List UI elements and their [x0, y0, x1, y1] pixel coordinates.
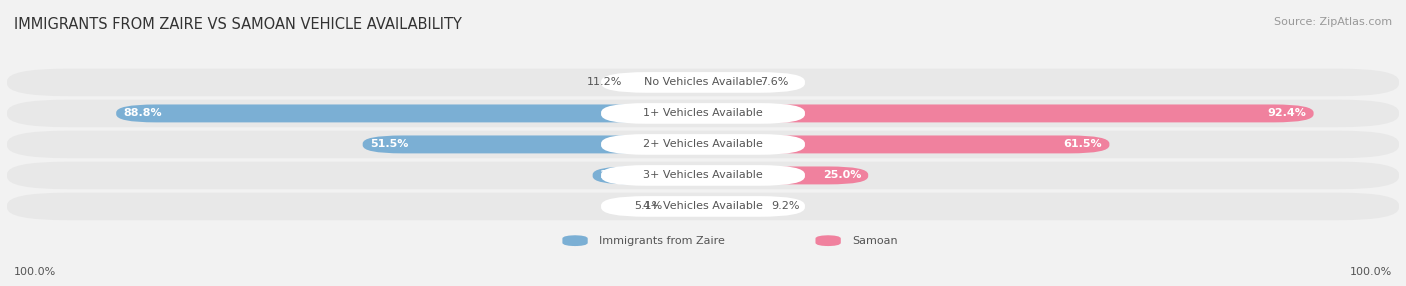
Text: Source: ZipAtlas.com: Source: ZipAtlas.com [1274, 17, 1392, 27]
FancyBboxPatch shape [628, 74, 703, 92]
Text: 16.7%: 16.7% [600, 170, 638, 180]
Text: 100.0%: 100.0% [1350, 267, 1392, 277]
Text: 61.5%: 61.5% [1064, 140, 1102, 149]
FancyBboxPatch shape [602, 72, 806, 93]
Text: 9.2%: 9.2% [770, 201, 800, 211]
Text: 11.2%: 11.2% [586, 78, 621, 88]
Text: Immigrants from Zaire: Immigrants from Zaire [599, 236, 725, 246]
FancyBboxPatch shape [703, 197, 763, 215]
Text: 25.0%: 25.0% [823, 170, 860, 180]
Text: Samoan: Samoan [852, 236, 897, 246]
Text: 100.0%: 100.0% [14, 267, 56, 277]
FancyBboxPatch shape [815, 235, 841, 246]
FancyBboxPatch shape [7, 162, 1399, 189]
FancyBboxPatch shape [664, 197, 709, 215]
FancyBboxPatch shape [703, 136, 1109, 153]
FancyBboxPatch shape [117, 104, 703, 122]
Text: 4+ Vehicles Available: 4+ Vehicles Available [643, 201, 763, 211]
Text: IMMIGRANTS FROM ZAIRE VS SAMOAN VEHICLE AVAILABILITY: IMMIGRANTS FROM ZAIRE VS SAMOAN VEHICLE … [14, 17, 463, 32]
Text: 3+ Vehicles Available: 3+ Vehicles Available [643, 170, 763, 180]
FancyBboxPatch shape [602, 165, 806, 186]
FancyBboxPatch shape [703, 104, 1313, 122]
FancyBboxPatch shape [703, 166, 868, 184]
FancyBboxPatch shape [7, 193, 1399, 220]
Text: 51.5%: 51.5% [370, 140, 408, 149]
FancyBboxPatch shape [363, 136, 703, 153]
FancyBboxPatch shape [602, 134, 806, 155]
Text: No Vehicles Available: No Vehicles Available [644, 78, 762, 88]
FancyBboxPatch shape [593, 166, 703, 184]
Text: 92.4%: 92.4% [1268, 108, 1306, 118]
FancyBboxPatch shape [562, 235, 588, 246]
FancyBboxPatch shape [7, 100, 1399, 127]
Text: 88.8%: 88.8% [124, 108, 162, 118]
Text: 2+ Vehicles Available: 2+ Vehicles Available [643, 140, 763, 149]
Text: 5.1%: 5.1% [634, 201, 662, 211]
FancyBboxPatch shape [703, 74, 754, 92]
Text: 7.6%: 7.6% [761, 78, 789, 88]
FancyBboxPatch shape [602, 103, 806, 124]
FancyBboxPatch shape [7, 131, 1399, 158]
Text: 1+ Vehicles Available: 1+ Vehicles Available [643, 108, 763, 118]
FancyBboxPatch shape [7, 69, 1399, 96]
FancyBboxPatch shape [602, 196, 806, 217]
